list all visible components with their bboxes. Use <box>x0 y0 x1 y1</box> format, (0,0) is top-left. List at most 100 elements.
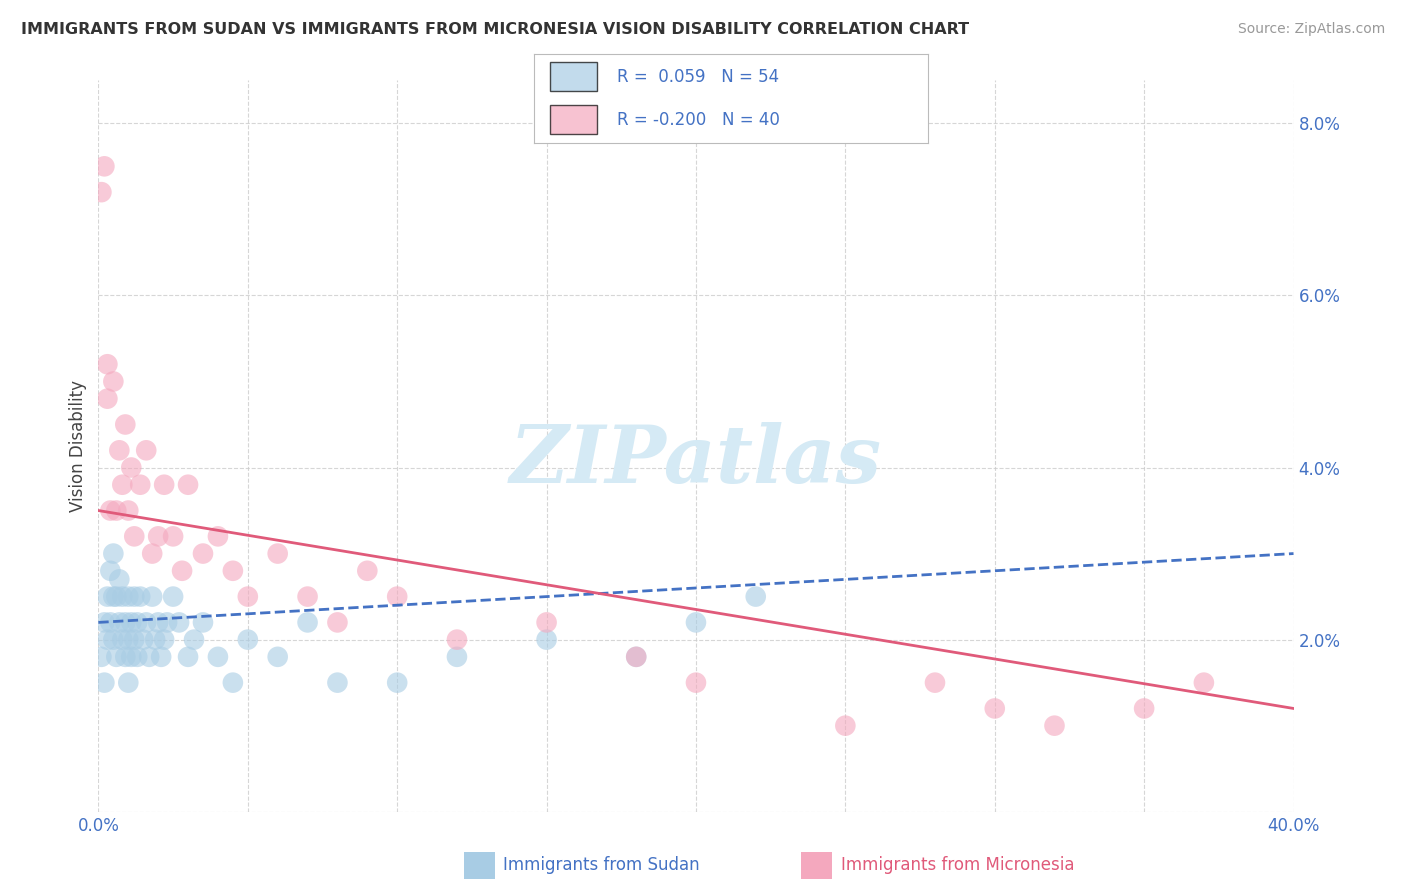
Point <box>135 443 157 458</box>
Point <box>120 649 142 664</box>
Point <box>148 615 170 630</box>
Point <box>117 632 139 647</box>
Point <box>267 649 290 664</box>
Point <box>446 649 468 664</box>
Point <box>141 590 163 604</box>
Point <box>191 547 214 561</box>
Point <box>111 590 134 604</box>
Text: Source: ZipAtlas.com: Source: ZipAtlas.com <box>1237 22 1385 37</box>
Point <box>132 632 155 647</box>
Point <box>156 615 179 630</box>
Point <box>446 632 468 647</box>
Point <box>93 159 115 173</box>
Point <box>103 375 125 389</box>
Point <box>120 615 142 630</box>
Point <box>124 632 146 647</box>
Point <box>326 615 349 630</box>
Point <box>183 632 205 647</box>
Point <box>1133 701 1156 715</box>
Point <box>105 503 128 517</box>
Point <box>105 649 128 664</box>
Point <box>127 649 149 664</box>
Point <box>111 632 134 647</box>
Point <box>624 649 647 664</box>
Point <box>127 615 149 630</box>
Point <box>267 547 290 561</box>
Point <box>129 590 152 604</box>
Point <box>222 675 245 690</box>
Point <box>745 590 768 604</box>
Point <box>167 615 190 630</box>
Point <box>124 529 146 543</box>
Point <box>114 615 136 630</box>
Point <box>153 477 176 491</box>
Point <box>98 503 122 517</box>
Point <box>117 503 139 517</box>
FancyBboxPatch shape <box>550 62 598 91</box>
Point <box>150 649 173 664</box>
Point <box>162 529 184 543</box>
Text: R =  0.059   N = 54: R = 0.059 N = 54 <box>617 68 779 86</box>
Point <box>90 649 112 664</box>
Point <box>834 719 856 733</box>
Point <box>98 615 122 630</box>
Point <box>114 649 136 664</box>
Y-axis label: Vision Disability: Vision Disability <box>69 380 87 512</box>
Point <box>685 675 707 690</box>
Point <box>1192 675 1215 690</box>
Point <box>385 675 409 690</box>
Point <box>103 632 125 647</box>
Point <box>297 590 319 604</box>
Point <box>162 590 184 604</box>
Point <box>536 632 558 647</box>
Point <box>103 547 125 561</box>
Point <box>108 615 131 630</box>
Point <box>108 573 131 587</box>
Point <box>207 649 229 664</box>
Point <box>111 477 134 491</box>
Point <box>236 632 259 647</box>
Text: Immigrants from Micronesia: Immigrants from Micronesia <box>841 856 1074 874</box>
Point <box>117 675 139 690</box>
Point <box>108 443 131 458</box>
Point <box>117 590 139 604</box>
Point <box>177 477 200 491</box>
Text: ZIPatlas: ZIPatlas <box>510 422 882 500</box>
Point <box>138 649 160 664</box>
Point <box>135 615 157 630</box>
Point <box>96 357 118 371</box>
Point <box>172 564 194 578</box>
Point <box>148 529 170 543</box>
Point <box>236 590 259 604</box>
Point <box>143 632 166 647</box>
Point <box>124 590 146 604</box>
Point <box>983 701 1005 715</box>
Point <box>90 185 112 199</box>
Point <box>356 564 378 578</box>
Point <box>222 564 245 578</box>
Point <box>105 590 128 604</box>
Point <box>96 632 118 647</box>
Point <box>120 460 142 475</box>
Point <box>685 615 707 630</box>
Point <box>297 615 319 630</box>
Point <box>153 632 176 647</box>
Point <box>1043 719 1066 733</box>
Point <box>103 590 125 604</box>
Point <box>207 529 229 543</box>
Point <box>624 649 647 664</box>
Point <box>141 547 163 561</box>
Point <box>924 675 946 690</box>
Text: R = -0.200   N = 40: R = -0.200 N = 40 <box>617 111 780 128</box>
Point <box>326 675 349 690</box>
Point <box>385 590 409 604</box>
Point <box>129 477 152 491</box>
Point <box>98 564 122 578</box>
Point <box>191 615 214 630</box>
Point <box>114 417 136 432</box>
Text: IMMIGRANTS FROM SUDAN VS IMMIGRANTS FROM MICRONESIA VISION DISABILITY CORRELATIO: IMMIGRANTS FROM SUDAN VS IMMIGRANTS FROM… <box>21 22 969 37</box>
Point <box>96 392 118 406</box>
Text: Immigrants from Sudan: Immigrants from Sudan <box>503 856 700 874</box>
Point <box>93 615 115 630</box>
Point <box>93 675 115 690</box>
